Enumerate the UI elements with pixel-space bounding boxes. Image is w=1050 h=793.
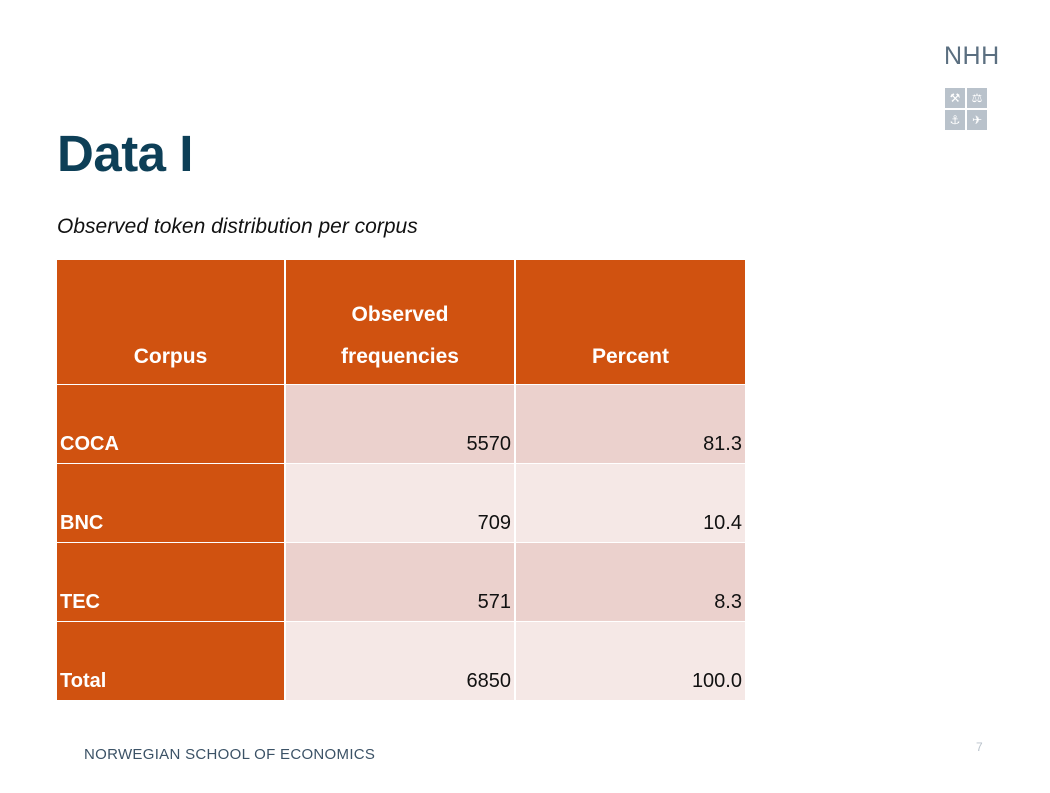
cell-corpus: TEC bbox=[57, 542, 286, 622]
hammers-icon: ⚒ bbox=[945, 88, 965, 108]
cell-percent: 81.3 bbox=[515, 384, 745, 464]
page-number: 7 bbox=[976, 740, 983, 754]
table-row-total: Total 6850 100.0 bbox=[57, 621, 745, 700]
header-observed-frequencies: Observed frequencies bbox=[285, 260, 516, 385]
table-row: TEC 571 8.3 bbox=[57, 542, 745, 622]
nhh-logo-text: NHH bbox=[944, 42, 1000, 70]
cell-frequency: 5570 bbox=[285, 384, 516, 464]
scales-icon: ⚖ bbox=[967, 88, 987, 108]
cell-corpus: Total bbox=[57, 621, 286, 700]
footer-institution-name: NORWEGIAN SCHOOL OF ECONOMICS bbox=[84, 746, 376, 763]
table-row: BNC 709 10.4 bbox=[57, 463, 745, 543]
table-header-row: Corpus Observed frequencies Percent bbox=[57, 260, 745, 385]
header-corpus: Corpus bbox=[57, 260, 286, 385]
winged-wheel-icon: ✈ bbox=[967, 110, 987, 130]
cell-percent: 8.3 bbox=[515, 542, 745, 622]
header-percent: Percent bbox=[515, 260, 745, 385]
cell-frequency: 6850 bbox=[285, 621, 516, 700]
nhh-logo-icon: ⚒ ⚖ ⚓ ✈ bbox=[945, 88, 987, 130]
slide-title: Data I bbox=[57, 125, 193, 182]
cell-percent: 10.4 bbox=[515, 463, 745, 543]
header-observed-line1: Observed bbox=[351, 303, 449, 326]
anchor-icon: ⚓ bbox=[945, 110, 965, 130]
cell-frequency: 709 bbox=[285, 463, 516, 543]
cell-frequency: 571 bbox=[285, 542, 516, 622]
slide-subtitle: Observed token distribution per corpus bbox=[57, 215, 418, 238]
table-row: COCA 5570 81.3 bbox=[57, 384, 745, 464]
header-observed-line2: frequencies bbox=[341, 345, 459, 368]
cell-corpus: COCA bbox=[57, 384, 286, 464]
cell-percent: 100.0 bbox=[515, 621, 745, 700]
cell-corpus: BNC bbox=[57, 463, 286, 543]
corpus-distribution-table: Corpus Observed frequencies Percent COCA… bbox=[57, 260, 745, 700]
